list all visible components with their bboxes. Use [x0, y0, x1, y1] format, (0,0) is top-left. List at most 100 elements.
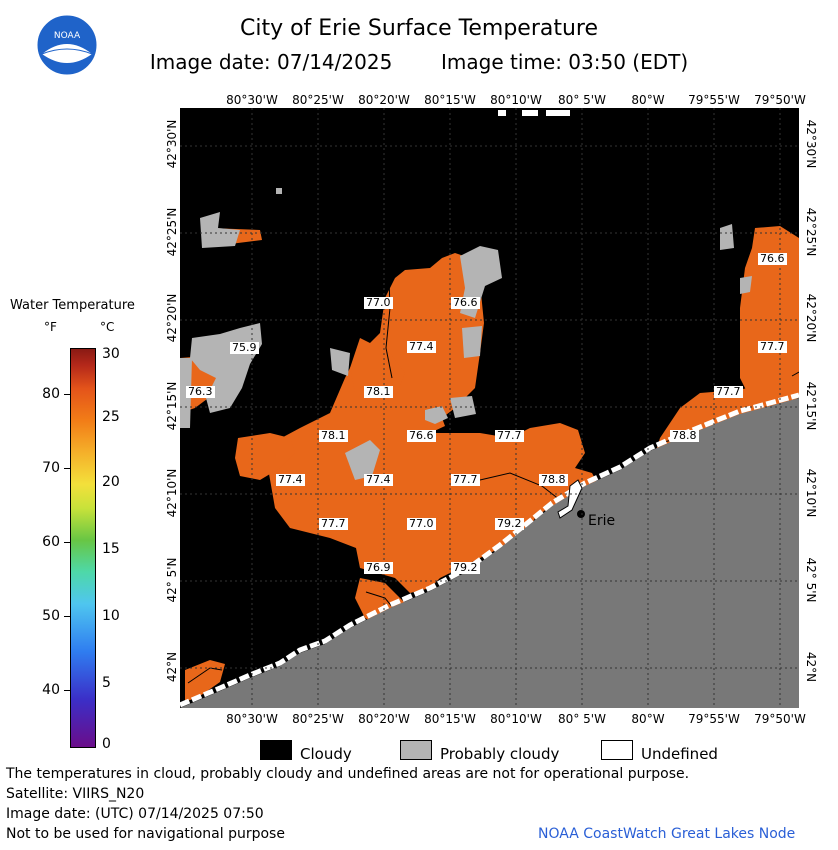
legend-label-cloudy: Cloudy	[300, 745, 352, 763]
temperature-label: 77.0	[407, 517, 436, 530]
temperature-label: 76.6	[451, 296, 480, 309]
lon-label-bottom: 80°30'W	[226, 712, 278, 726]
temperature-label: 76.6	[407, 429, 436, 442]
image-time: Image time: 03:50 (EDT)	[441, 50, 689, 74]
disclaimer-note: The temperatures in cloud, probably clou…	[6, 766, 690, 782]
lon-label-top: 79°55'W	[688, 93, 740, 107]
lon-label-bottom: 80°25'W	[292, 712, 344, 726]
colorbar-tick-c: 0	[102, 736, 111, 752]
lon-label-top: 80° 5'W	[558, 93, 606, 107]
temperature-label: 79.2	[495, 517, 524, 530]
satellite-note: Satellite: VIIRS_N20	[6, 786, 145, 802]
colorbar-tick-f: 80	[42, 386, 60, 402]
lon-label-bottom: 80°W	[631, 712, 665, 726]
colorbar-tick-c: 25	[102, 409, 120, 425]
land-area	[180, 398, 799, 708]
colorbar-tick-c: 30	[102, 346, 120, 362]
lat-label-right: 42°30'N	[804, 119, 818, 169]
lat-label-right: 42°25'N	[804, 207, 818, 257]
legend-label-undefined: Undefined	[641, 745, 718, 763]
temperature-label: 76.6	[758, 252, 787, 265]
temperature-map: 77.0 76.6 75.9 77.4 76.3 78.1 78.1 76.6 …	[180, 108, 799, 708]
utc-date-note: Image date: (UTC) 07/14/2025 07:50	[6, 806, 264, 822]
colorbar-tick-c: 15	[102, 541, 120, 557]
lat-label-right: 42°10'N	[804, 468, 818, 518]
temperature-label: 79.2	[451, 561, 480, 574]
lon-label-top: 80°10'W	[490, 93, 542, 107]
temperature-label: 78.1	[319, 429, 348, 442]
lat-label-right: 42° 5'N	[804, 557, 818, 603]
city-label-erie: Erie	[588, 513, 616, 529]
graticule	[180, 108, 799, 708]
lat-label-right: 42°15'N	[804, 381, 818, 431]
lon-label-bottom: 79°50'W	[754, 712, 806, 726]
legend-swatch-undefined	[601, 740, 633, 760]
presque-isle	[557, 479, 583, 519]
temperature-label: 78.8	[539, 473, 568, 486]
temperature-label: 77.0	[364, 296, 393, 309]
lon-label-bottom: 80°15'W	[424, 712, 476, 726]
legend-swatch-probably-cloudy	[400, 740, 432, 760]
temperature-label: 78.1	[364, 385, 393, 398]
temperature-label: 77.7	[714, 385, 743, 398]
lon-label-top: 80°15'W	[424, 93, 476, 107]
undefined-coastline	[180, 392, 799, 708]
temperature-label: 77.7	[758, 340, 787, 353]
colorbar-tick-c: 5	[102, 675, 111, 691]
logo-text: NOAA	[54, 31, 81, 41]
colorbar-tickmark	[64, 468, 70, 469]
colorbar-tickmark	[64, 394, 70, 395]
lon-label-top: 80°W	[631, 93, 665, 107]
legend-label-probably-cloudy: Probably cloudy	[440, 745, 560, 763]
undefined-area	[498, 110, 506, 116]
lat-label-left: 42° 5'N	[165, 557, 179, 603]
temperature-label: 75.9	[230, 341, 259, 354]
lat-label-left: 42°20'N	[165, 293, 179, 343]
colorbar-tickmark	[64, 542, 70, 543]
undefined-area	[546, 110, 570, 116]
map-title: City of Erie Surface Temperature	[239, 16, 599, 41]
colorbar-tick-c: 10	[102, 608, 120, 624]
navigation-note: Not to be used for navigational purpose	[6, 826, 285, 842]
lat-label-left: 42°30'N	[165, 119, 179, 169]
colorbar-unit-c: °C	[100, 320, 115, 334]
temperature-label: 76.9	[364, 561, 393, 574]
lon-label-top: 80°30'W	[226, 93, 278, 107]
erie-city-marker	[577, 510, 585, 518]
temperature-label: 77.4	[407, 340, 436, 353]
colorbar-tick-f: 60	[42, 534, 60, 550]
temperature-label: 76.3	[186, 385, 215, 398]
undefined-area	[522, 110, 538, 116]
colorbar-tick-f: 70	[42, 460, 60, 476]
colorbar-tickmark	[64, 690, 70, 691]
lat-label-right: 42°N	[804, 651, 818, 683]
colorbar-tickmark	[64, 616, 70, 617]
lat-label-right: 42°20'N	[804, 293, 818, 343]
temperature-label: 77.4	[364, 473, 393, 486]
lat-label-left: 42°10'N	[165, 468, 179, 518]
lon-label-top: 79°50'W	[754, 93, 806, 107]
image-date: Image date: 07/14/2025	[149, 50, 393, 74]
lon-label-top: 80°20'W	[358, 93, 410, 107]
temperature-label: 78.8	[670, 429, 699, 442]
lon-label-bottom: 80°10'W	[490, 712, 542, 726]
lon-label-bottom: 80° 5'W	[558, 712, 606, 726]
credit-text: NOAA CoastWatch Great Lakes Node	[538, 826, 796, 842]
colorbar-tick-f: 40	[42, 682, 60, 698]
map-canvas	[180, 108, 799, 708]
temperature-colorbar	[70, 348, 96, 748]
lat-label-left: 42°25'N	[165, 207, 179, 257]
lat-label-left: 42°N	[165, 651, 179, 683]
temperature-label: 77.7	[451, 473, 480, 486]
temperature-label: 77.7	[319, 517, 348, 530]
colorbar-unit-f: °F	[44, 320, 57, 334]
temperature-label: 77.7	[495, 429, 524, 442]
lon-label-bottom: 80°20'W	[358, 712, 410, 726]
noaa-logo: NOAA	[36, 14, 98, 76]
lat-label-left: 42°15'N	[165, 381, 179, 431]
temperature-label: 77.4	[276, 473, 305, 486]
probably-cloudy-area	[276, 188, 282, 194]
lon-label-bottom: 79°55'W	[688, 712, 740, 726]
colorbar-tick-c: 20	[102, 474, 120, 490]
colorbar-title: Water Temperature	[10, 298, 135, 313]
